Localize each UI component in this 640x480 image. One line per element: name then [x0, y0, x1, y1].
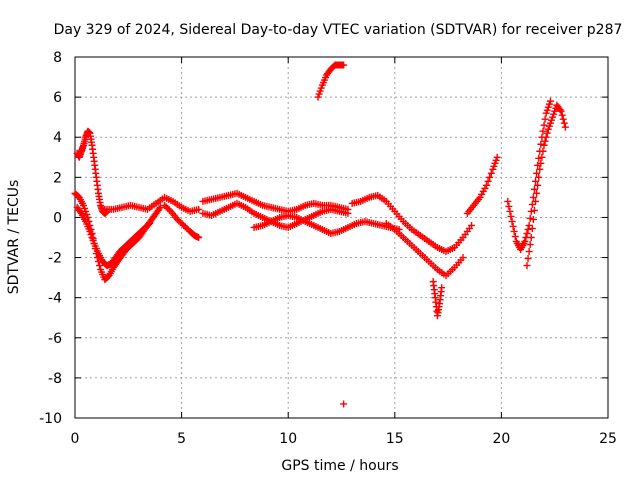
x-tick-label: 25	[599, 431, 617, 447]
data-point-sdtvar-14	[560, 119, 568, 127]
data-point-sdtvar-13	[506, 207, 514, 215]
data-point-sdtvar-12	[486, 173, 494, 181]
data-point-sdtvar-14	[527, 234, 535, 241]
data-point-sdtvar-11	[438, 284, 446, 292]
data-point-sdtvar-13	[535, 154, 543, 162]
y-tick-label: -6	[48, 331, 62, 347]
data-point-sdtvar-13	[530, 185, 538, 193]
data-point-sdtvar-14	[533, 189, 541, 197]
y-axis-label: SDTVAR / TECUs	[6, 180, 22, 295]
data-point-sdtvar-14	[541, 137, 549, 145]
data-point-sdtvar-14	[525, 248, 533, 256]
data-point-sdtvar-14	[523, 262, 531, 270]
y-tick-label: -8	[48, 371, 62, 387]
data-points	[71, 61, 569, 408]
data-point-sdtvar-14	[556, 106, 564, 114]
data-point-sdtvar-13	[539, 127, 547, 135]
data-point-sdtvar-14	[561, 123, 569, 131]
data-point-sdtvar-1	[156, 203, 164, 211]
x-tick-label: 20	[492, 431, 510, 447]
y-tick-label: -2	[48, 251, 62, 267]
data-point-sdtvar-14	[532, 197, 540, 205]
data-point-sdtvar-5	[195, 234, 203, 241]
x-axis-label: GPS time / hours	[281, 458, 398, 474]
grid	[75, 57, 608, 418]
y-tick-label: -10	[39, 411, 62, 427]
data-point-sdtvar-14	[537, 159, 545, 167]
data-point-sdtvar-14	[557, 107, 565, 115]
y-tick-label: 0	[53, 210, 62, 226]
data-point-sdtvar-14	[529, 215, 537, 223]
plot-frame	[74, 56, 609, 419]
data-point-sdtvar-9	[468, 221, 476, 229]
data-point-sdtvar-15	[340, 61, 348, 69]
x-axis: 0 5 10 15 20 25	[71, 57, 617, 447]
data-point-sdtvar-13	[509, 222, 517, 230]
data-point-sdtvar-14	[543, 129, 551, 137]
data-point-sdtvar-14	[524, 255, 532, 263]
data-point-sdtvar-13	[504, 197, 512, 205]
data-point-sdtvar-13	[523, 229, 531, 237]
x-tick-label: 10	[279, 431, 297, 447]
data-point-sdtvar-14	[559, 115, 567, 123]
data-point-sdtvar-2	[145, 220, 153, 228]
data-point-sdtvar-1	[155, 205, 163, 213]
data-point-sdtvar-13	[546, 97, 554, 105]
y-tick-label: 4	[53, 130, 62, 146]
data-point-sdtvar-13	[527, 207, 535, 215]
y-tick-label: 6	[53, 90, 62, 106]
data-point-sdtvar-13	[537, 140, 545, 148]
data-point-sdtvar-13	[511, 232, 519, 240]
y-tick-label: 8	[53, 50, 62, 66]
data-point-sdtvar-14	[536, 165, 544, 173]
data-point-sdtvar-5	[165, 206, 173, 214]
data-point-sdtvar-13	[521, 238, 529, 246]
data-point-sdtvar-1	[96, 262, 104, 270]
data-point-sdtvar-13	[510, 227, 518, 235]
data-point-sdtvar-12	[482, 181, 490, 189]
data-point-sdtvar-14	[534, 181, 542, 189]
data-point-sdtvar-2	[76, 208, 84, 216]
data-point-sdtvar-10	[459, 254, 467, 262]
data-point-sdtvar-7	[344, 209, 352, 217]
y-tick-label: -4	[48, 291, 62, 307]
data-point-sdtvar-13	[541, 115, 549, 123]
data-point-sdtvar-13	[524, 225, 532, 233]
data-point-sdtvar-12	[487, 169, 495, 177]
data-point-sdtvar-14	[542, 133, 550, 141]
data-point-sdtvar-12	[493, 153, 501, 161]
data-point-sdtvar-14	[538, 153, 546, 161]
data-point-sdtvar-14	[535, 173, 543, 181]
data-point-sdtvar-13	[529, 193, 537, 201]
data-point-sdtvar-14	[528, 224, 536, 232]
data-point-sdtvar-14	[526, 241, 534, 249]
x-tick-label: 5	[177, 431, 186, 447]
data-point-sdtvar-4	[195, 205, 203, 213]
data-point-sdtvar-13	[532, 177, 540, 185]
data-point-sdtvar-13	[508, 217, 516, 225]
data-point-sdtvar-16	[340, 400, 348, 408]
data-point-sdtvar-13	[533, 169, 541, 177]
data-point-sdtvar-14	[540, 141, 548, 149]
x-tick-label: 15	[386, 431, 404, 447]
y-axis: 8 6 4 2 0 -2 -4 -6 -8 -10	[39, 50, 608, 427]
data-point-sdtvar-2	[146, 219, 154, 227]
data-point-sdtvar-14	[539, 147, 547, 155]
x-tick-label: 0	[71, 431, 80, 447]
data-point-sdtvar-14	[530, 206, 538, 214]
data-point-sdtvar-14	[558, 111, 566, 119]
data-point-sdtvar-13	[540, 121, 548, 129]
data-point-sdtvar-13	[526, 214, 534, 222]
data-point-sdtvar-12	[484, 177, 492, 185]
y-tick-label: 2	[53, 170, 62, 186]
chart-title: Day 329 of 2024, Sidereal Day-to-day VTE…	[54, 22, 623, 38]
data-point-sdtvar-13	[507, 212, 515, 220]
data-point-sdtvar-13	[505, 202, 513, 210]
